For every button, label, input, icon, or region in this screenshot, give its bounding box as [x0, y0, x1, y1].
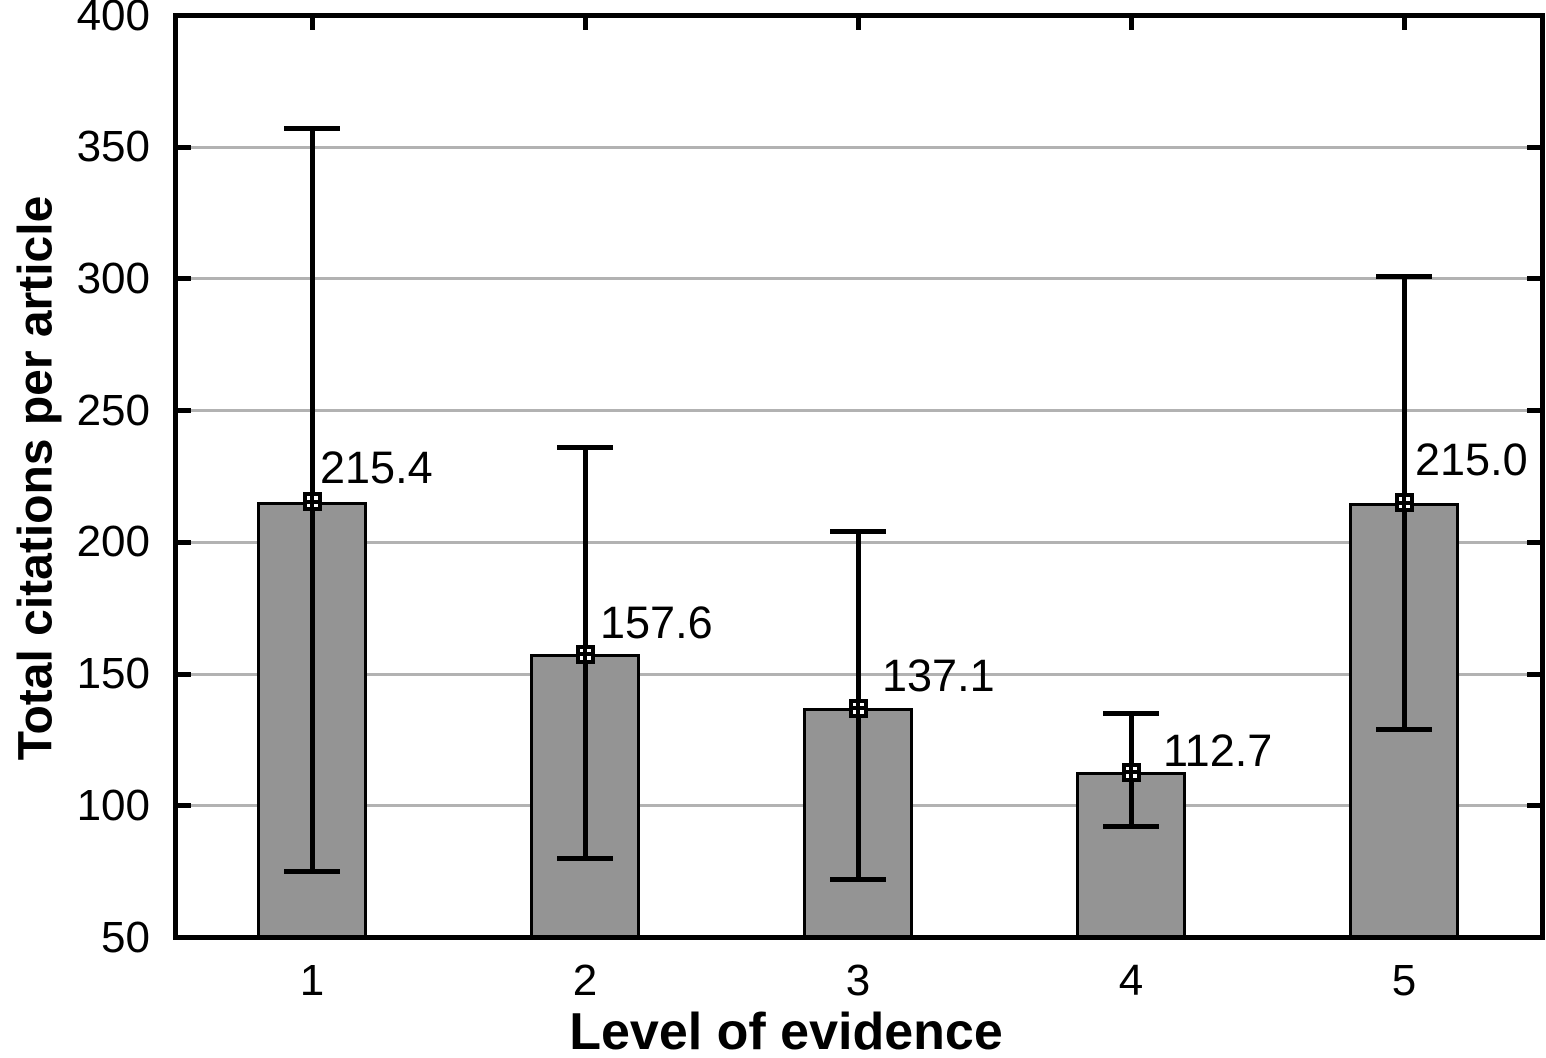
x-tick-label: 2 — [572, 956, 598, 1005]
y-tick-label: 100 — [76, 780, 150, 830]
y-tick-left — [178, 671, 191, 677]
error-bar-cap-top — [1376, 273, 1432, 279]
y-tick-left — [178, 803, 191, 809]
x-tick-top — [309, 18, 315, 30]
marker-cross-horizontal — [304, 499, 320, 504]
error-bar-cap-top — [1103, 711, 1159, 717]
marker-cross-horizontal — [1123, 770, 1139, 775]
y-tick-right — [1527, 803, 1540, 809]
y-tick-right — [1527, 276, 1540, 282]
gridline — [178, 409, 1540, 413]
marker-cross-horizontal — [577, 652, 593, 657]
x-tick-label: 1 — [299, 956, 325, 1005]
y-tick-right — [1527, 144, 1540, 150]
value-label: 112.7 — [1163, 725, 1273, 777]
value-label: 215.4 — [320, 441, 433, 493]
x-tick-top — [1401, 18, 1407, 30]
y-tick-right — [1527, 671, 1540, 677]
y-tick-right — [1527, 539, 1540, 545]
error-bar-cap-bottom — [1376, 726, 1432, 732]
mean-marker — [575, 644, 595, 664]
x-tick-label: 5 — [1391, 956, 1417, 1005]
gridline — [178, 277, 1540, 281]
y-tick-label: 350 — [76, 122, 150, 172]
value-label: 215.0 — [1415, 433, 1528, 485]
y-tick-left — [178, 144, 191, 150]
value-label: 157.6 — [600, 597, 713, 649]
y-tick-label: 200 — [76, 517, 150, 567]
y-tick-left — [178, 276, 191, 282]
y-tick-left — [178, 539, 191, 545]
y-tick-left — [178, 408, 191, 414]
value-label: 137.1 — [882, 650, 995, 702]
error-bar-cap-bottom — [284, 869, 340, 875]
x-axis-title: Level of evidence — [569, 1003, 1003, 1058]
mean-marker — [302, 492, 322, 512]
x-tick-top — [582, 18, 588, 30]
gridline — [178, 145, 1540, 149]
y-tick-label: 300 — [76, 253, 150, 303]
error-bar-cap-top — [557, 445, 613, 451]
y-tick-label: 50 — [101, 912, 150, 962]
error-bar-cap-bottom — [1103, 824, 1159, 830]
marker-cross-horizontal — [850, 706, 866, 711]
mean-marker — [1121, 762, 1141, 782]
x-tick-top — [855, 18, 861, 30]
error-bar-cap-bottom — [557, 855, 613, 861]
error-bar-cap-bottom — [830, 877, 886, 883]
error-bar-cap-top — [830, 529, 886, 535]
y-tick-label: 400 — [76, 0, 150, 40]
mean-marker — [848, 698, 868, 718]
x-tick-top — [1128, 18, 1134, 30]
y-tick-label: 150 — [76, 649, 150, 699]
mean-marker — [1394, 493, 1414, 513]
y-tick-label: 250 — [76, 385, 150, 435]
x-tick-label: 3 — [845, 956, 871, 1005]
marker-cross-horizontal — [1396, 500, 1412, 505]
x-tick-label: 4 — [1118, 956, 1144, 1005]
y-tick-right — [1527, 408, 1540, 414]
error-bar-cap-top — [284, 126, 340, 132]
